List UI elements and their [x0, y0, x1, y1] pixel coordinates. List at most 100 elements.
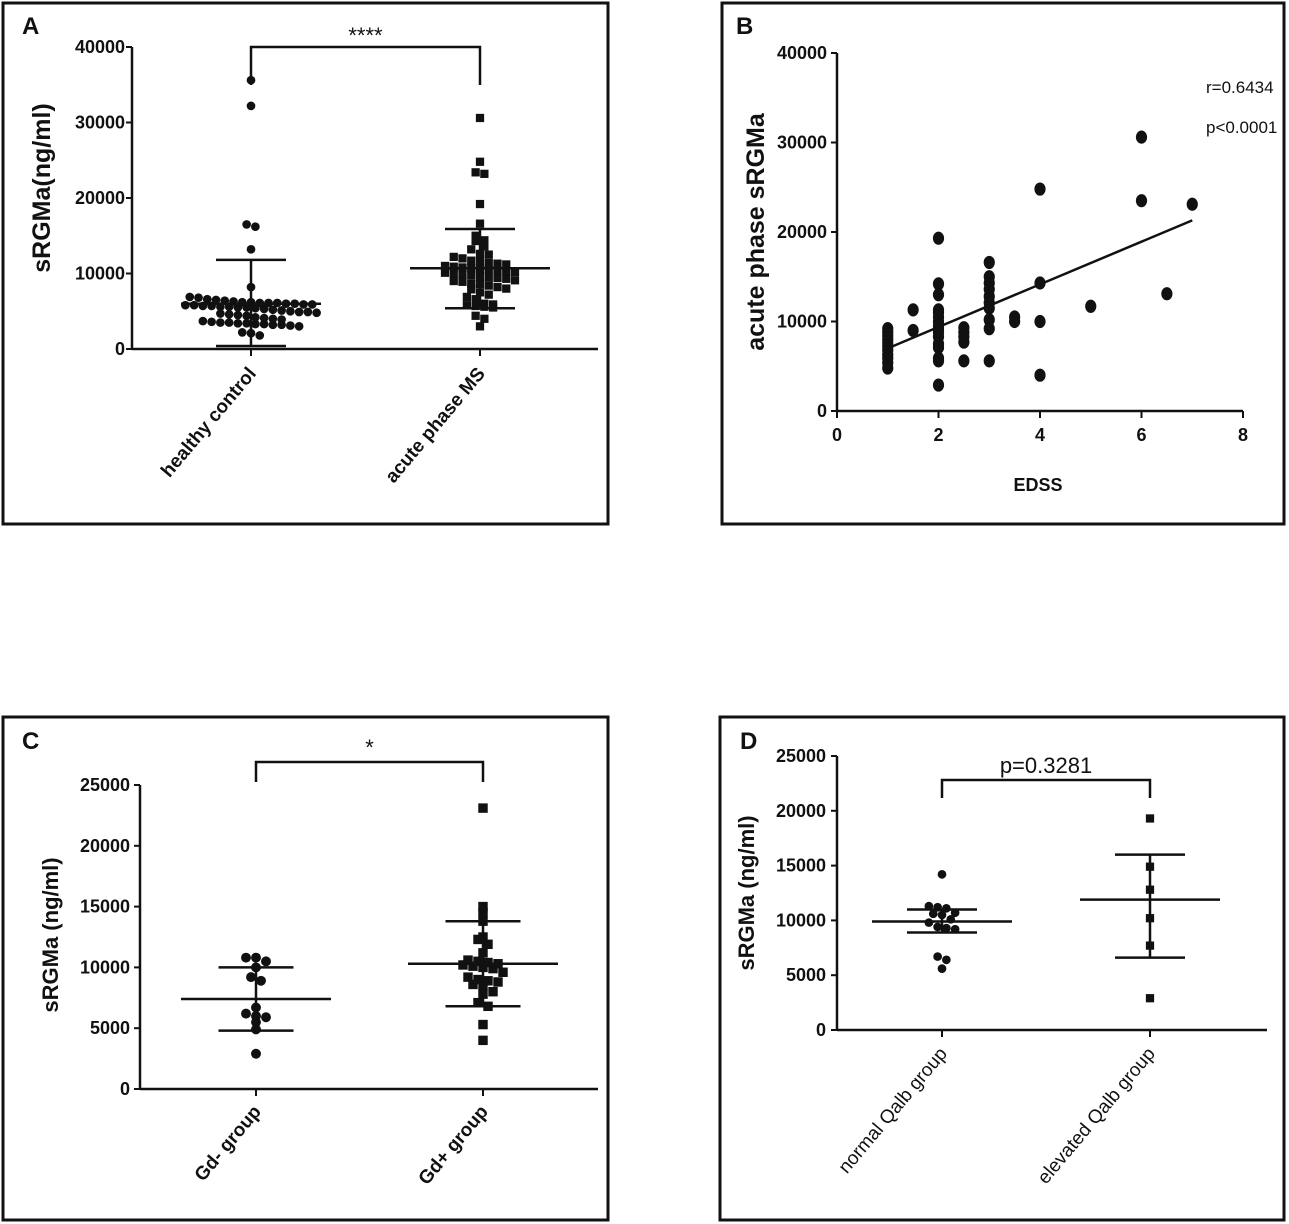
data-point	[303, 307, 313, 317]
data-point	[484, 273, 493, 282]
data-point	[1034, 182, 1046, 196]
x-category-label: elevated Qalb group	[1034, 1044, 1160, 1189]
data-point	[932, 378, 945, 392]
data-point	[937, 870, 947, 879]
data-point	[502, 284, 511, 293]
data-point	[484, 250, 493, 259]
data-point	[458, 277, 467, 286]
data-point	[312, 308, 321, 318]
data-point	[493, 282, 502, 292]
x-category-label: Gd- group	[191, 1102, 266, 1186]
data-point	[933, 952, 942, 961]
y-axis-label: sRGMa(ng/ml)	[28, 103, 56, 272]
data-point	[471, 168, 480, 177]
data-point	[983, 255, 995, 270]
panel-letter: C	[22, 728, 39, 755]
data-point	[251, 319, 260, 329]
x-tick-label: 6	[1136, 425, 1146, 445]
data-point	[932, 354, 945, 368]
data-point	[483, 976, 493, 986]
data-point	[488, 987, 498, 997]
data-point	[475, 219, 485, 228]
panel-c-frame	[1, 715, 610, 1222]
significance-label: p=0.3281	[1000, 753, 1092, 778]
panel-letter: B	[736, 13, 753, 40]
data-point	[259, 319, 269, 329]
data-point	[440, 261, 450, 271]
significance-label: ****	[348, 23, 383, 48]
data-point	[478, 907, 488, 918]
data-point	[259, 304, 269, 314]
data-point	[286, 321, 295, 330]
data-point	[475, 199, 485, 209]
y-tick-label: 20000	[777, 222, 827, 242]
x-tick-label: 4	[1035, 425, 1045, 445]
data-point	[467, 245, 476, 254]
significance-bracket	[254, 760, 485, 782]
data-point	[463, 972, 473, 982]
x-tick-label: 8	[1238, 425, 1248, 445]
data-point	[471, 301, 480, 311]
y-tick-label: 15000	[776, 856, 826, 876]
y-tick-label: 0	[817, 401, 827, 421]
data-point	[928, 909, 938, 919]
y-tick-label: 30000	[777, 133, 827, 153]
data-point	[510, 276, 520, 285]
y-tick-label: 0	[115, 339, 125, 359]
y-tick-label: 10000	[776, 910, 826, 930]
y-tick-label: 40000	[777, 43, 827, 63]
data-point	[958, 335, 970, 349]
data-point	[478, 1035, 488, 1046]
data-point	[1034, 368, 1046, 382]
data-point	[246, 245, 256, 254]
data-point	[1186, 197, 1198, 211]
data-point	[467, 279, 476, 288]
data-point	[251, 222, 260, 232]
data-point	[983, 354, 995, 368]
data-point	[268, 320, 278, 330]
data-point	[246, 972, 256, 983]
data-point	[458, 270, 467, 279]
data-point	[181, 300, 190, 310]
data-point	[471, 295, 480, 304]
data-point	[211, 295, 221, 305]
y-tick-label: 5000	[90, 1018, 130, 1038]
y-tick-label: 20000	[75, 188, 125, 208]
data-point	[484, 258, 493, 268]
data-point	[242, 220, 251, 229]
data-point	[233, 310, 243, 320]
x-category-label: Gd+ group	[415, 1102, 493, 1189]
data-point	[261, 956, 271, 967]
data-point	[224, 318, 234, 327]
data-point	[471, 231, 480, 240]
data-point	[483, 939, 493, 950]
data-point	[493, 977, 503, 987]
data-point	[468, 979, 478, 990]
x-category-label: acute phase MS	[381, 364, 489, 488]
data-point	[475, 322, 485, 331]
panel-letter: A	[22, 13, 39, 40]
data-point	[484, 290, 493, 299]
data-point	[502, 260, 511, 269]
data-point	[473, 974, 483, 985]
data-point	[440, 268, 450, 277]
data-point	[467, 285, 476, 294]
data-point	[473, 997, 483, 1008]
data-point	[907, 303, 919, 317]
y-tick-label: 10000	[75, 264, 125, 284]
data-point	[259, 313, 269, 323]
data-point	[498, 967, 508, 977]
data-point	[942, 923, 951, 933]
data-point	[502, 267, 511, 276]
x-axis-label: EDSS	[1013, 475, 1062, 495]
data-point	[246, 101, 256, 111]
y-axis-label: sRGMa (ng/ml)	[38, 857, 63, 1012]
data-point	[480, 299, 489, 308]
panel-c-chart: C 0 5000 10000 15000 20000 25000 sRGMa (ng/ml) G…	[22, 728, 598, 1189]
data-point	[468, 961, 478, 971]
data-point	[256, 975, 266, 986]
data-point	[1135, 130, 1148, 144]
data-point	[502, 274, 511, 283]
y-tick-label: 20000	[80, 836, 130, 856]
